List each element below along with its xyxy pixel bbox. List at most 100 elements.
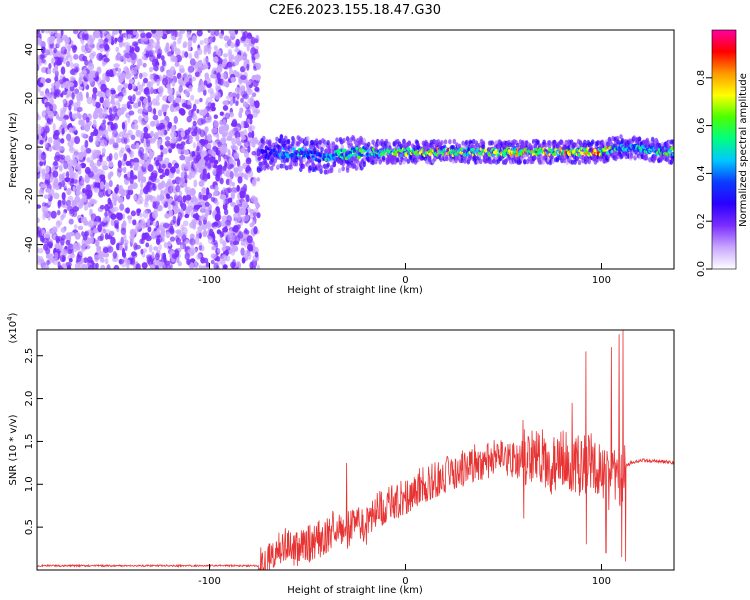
spectrogram-ridge-cell [348, 150, 353, 155]
spectrogram-noise-cell [120, 236, 125, 246]
spectrogram-noise-cell [61, 90, 68, 96]
spectrogram-noise-cell [60, 66, 66, 75]
spectrogram-noise-cell [207, 149, 214, 155]
spectrogram-noise-cell [82, 188, 86, 194]
spectrogram-noise-cell [108, 161, 114, 168]
spectrogram-noise-cell [191, 130, 198, 137]
spectrogram-noise-cell [170, 130, 177, 139]
spectrogram-noise-cell [108, 107, 113, 115]
spectrogram-noise-cell [86, 46, 93, 52]
spectrogram-noise-cell [104, 232, 109, 240]
spectrogram-noise-cell [115, 100, 120, 105]
spectrogram-noise-cell [41, 205, 47, 214]
spectrogram-noise-cell [70, 253, 75, 259]
spectrogram-noise-cell [236, 185, 240, 192]
spectrogram-noise-cell [222, 240, 227, 248]
snr-y-multiplier-close: ) [8, 312, 19, 316]
spectrogram-noise-cell [242, 146, 246, 154]
spectrogram-noise-cell [203, 57, 209, 65]
spectrogram-noise-cell [184, 164, 189, 170]
spectrogram-noise-cell [140, 181, 144, 189]
spectrogram-noise-cell [76, 254, 82, 263]
spectrogram-noise-cell [81, 244, 86, 252]
spectrogram-noise-cell [199, 129, 205, 138]
snr-ylabel: SNR (10 * v/v) [8, 414, 19, 485]
spectrogram-noise-cell [240, 65, 246, 73]
spectrogram-noise-cell [152, 41, 157, 49]
spectrogram-noise-cell [125, 193, 131, 200]
spectrogram-noise-cell [179, 154, 186, 161]
spectrogram-noise-cell [172, 179, 177, 185]
spectrogram-noise-cell [158, 243, 162, 251]
spectrogram-noise-cell [102, 91, 106, 99]
spectrogram-noise-cell [171, 80, 176, 87]
spectrogram-noise-cell [69, 85, 75, 92]
spectrogram-noise-cell [73, 54, 79, 60]
spectrogram-noise-cell [143, 126, 149, 133]
spectrogram-noise-cell [217, 49, 222, 57]
spectrogram-noise-cell [169, 167, 176, 174]
spectrogram-noise-cell [239, 190, 246, 199]
spectrogram-noise-cell [86, 157, 91, 163]
spectrogram-noise-cell [72, 158, 78, 167]
spectrogram-noise-cell [96, 168, 103, 175]
spectrogram-noise-cell [113, 152, 119, 161]
spectrogram-noise-cell [207, 102, 213, 110]
spectrogram-ridge-halo [345, 165, 350, 171]
spectrogram-noise-cell [164, 260, 171, 266]
spectrogram-noise-cell [181, 226, 188, 235]
spectrogram-ridge-halo [547, 143, 552, 149]
spectrogram-noise-cell [112, 30, 119, 35]
spectrogram-noise-cell [184, 88, 190, 97]
spectrogram-noise-cell [78, 91, 83, 100]
spectrogram-noise-cell [227, 197, 233, 203]
spectrogram-noise-cell [191, 124, 198, 131]
spectrogram-noise-cell [149, 38, 154, 44]
spectrogram-noise-cell [140, 120, 146, 126]
spectrogram-noise-cell [233, 56, 237, 62]
spectrogram-noise-cell [167, 94, 175, 103]
spectrogram-noise-cell [78, 250, 84, 256]
spectrogram-noise-cell [83, 204, 89, 211]
spectrogram-noise-cell [240, 120, 245, 129]
spectrogram-noise-cell [187, 65, 194, 74]
spectrogram-noise-cell [219, 111, 224, 116]
spectrogram-noise-cell [246, 118, 251, 124]
spectrogram-noise-cell [177, 261, 182, 267]
spectrogram-noise-cell [197, 63, 204, 72]
spectrogram-noise-cell [206, 172, 211, 179]
spectrogram-ridge-halo [262, 135, 266, 141]
spectrogram-noise-cell [120, 227, 127, 235]
spectrogram-noise-cell [244, 150, 250, 159]
spectrogram-noise-cell [88, 197, 94, 204]
spectrogram-noise-cell [127, 83, 133, 91]
spectrogram-noise-cell [140, 176, 147, 183]
spectrogram-ytick-label: -20 [24, 188, 35, 204]
spectrogram-xtick-label: 0 [402, 275, 408, 286]
spectrogram-noise-cell [207, 162, 212, 169]
spectrogram-noise-cell [75, 189, 81, 196]
spectrogram-noise-cell [45, 78, 52, 84]
spectrogram-noise-cell [69, 209, 74, 215]
spectrogram-noise-cell [37, 217, 40, 224]
spectrogram-noise-cell [65, 60, 71, 67]
spectrogram-noise-cell [52, 133, 59, 140]
spectrogram-noise-cell [217, 169, 222, 176]
spectrogram-noise-cell [147, 158, 151, 165]
spectrogram-noise-cell [135, 263, 141, 269]
spectrogram-noise-cell [118, 149, 124, 158]
spectrogram-noise-cell [37, 204, 42, 209]
spectrogram-noise-cell [161, 77, 169, 86]
spectrogram-noise-cell [85, 116, 90, 123]
spectrogram-noise-cell [230, 30, 236, 38]
spectrogram-noise-cell [149, 151, 154, 160]
spectrogram-noise-cell [126, 101, 131, 109]
spectrogram-noise-cell [81, 69, 87, 76]
spectrogram-noise-cell [250, 47, 257, 56]
spectrogram-noise-cell [137, 170, 144, 178]
spectrogram-ridge-halo [308, 165, 313, 171]
spectrogram-noise-cell [204, 72, 209, 79]
spectrogram-noise-cell [122, 213, 126, 220]
spectrogram-noise-cell [122, 220, 127, 229]
spectrogram-noise-cell [90, 236, 94, 244]
